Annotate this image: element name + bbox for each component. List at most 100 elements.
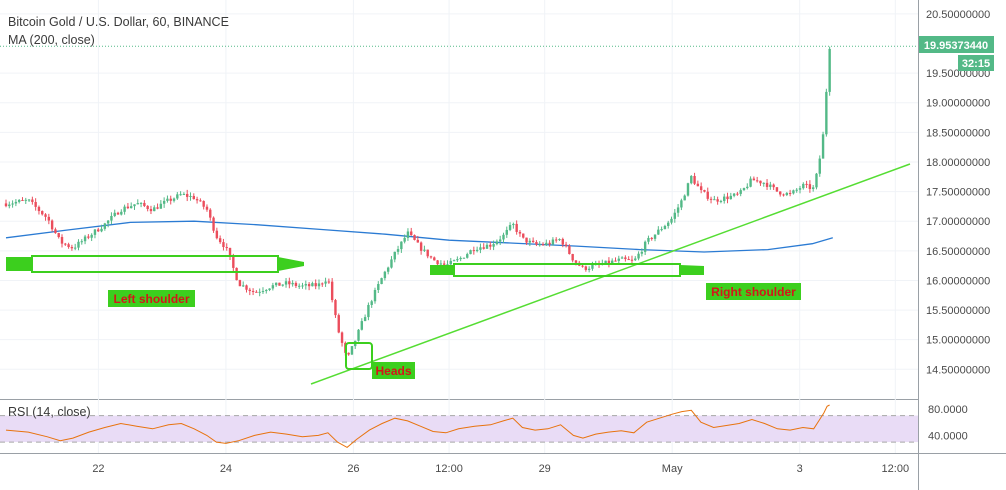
candle-body [709,198,713,200]
trend-line[interactable] [310,163,911,385]
candle-body [640,251,644,254]
price-tick-label: 18.00000000 [926,157,990,169]
candle-body [614,260,617,262]
candle-body [291,282,294,285]
price-tick-label: 20.50000000 [926,9,990,21]
candle-body [21,200,24,202]
time-tick-label: 29 [539,463,551,475]
rsi-tick-label: 40.0000 [928,430,968,442]
candle-body [413,235,416,240]
candle-body [788,192,792,194]
candle-body [189,195,192,197]
candle-body [70,247,74,249]
candle-body [383,271,387,279]
candle-body [248,289,252,291]
rsi-legend: RSI (14, close) [8,405,91,419]
candle-body [133,204,136,207]
candle-body [37,206,41,212]
price-tick-label: 16.00000000 [926,275,990,287]
candle-body [426,249,429,257]
candle-body [624,257,627,260]
candle-body [719,200,723,202]
candle-body [192,195,195,200]
candle-body [762,182,765,184]
candle-body [469,250,472,255]
time-tick-label: 12:00 [882,463,910,475]
candle-body [647,237,650,242]
candle-body [377,284,380,290]
candle-body [373,289,377,302]
candle-body [716,199,719,202]
candle-body [489,244,492,247]
candle-body [120,211,123,215]
candle-body [317,283,321,287]
candle-body [153,207,156,212]
candle-body [564,244,568,246]
candle-body [327,281,331,283]
time-axis[interactable]: 22 24 26 12:00 29 May 3 12:00 [92,463,909,475]
candle-body [93,229,97,235]
candle-body [251,290,255,292]
candle-body [607,260,611,264]
candle-body [627,259,630,261]
right-shoulder-zone[interactable] [430,263,704,277]
candle-body [584,266,588,270]
candle-body [769,184,772,187]
candle-body [228,247,232,257]
candle-body [479,247,482,250]
candle-body [278,282,281,286]
rsi-path [5,404,830,449]
price-tick-label: 16.50000000 [926,246,990,258]
candle-body [535,242,538,245]
heads-label: Heads [372,362,415,379]
candle-body [390,259,393,268]
candle-body [410,231,413,236]
time-tick-label: 3 [797,463,803,475]
candle-body [110,215,113,221]
candle-body [693,175,696,184]
candle-body [525,237,528,243]
ma-legend: MA (200, close) [8,33,95,47]
candle-body [805,183,808,185]
candle-body [726,196,729,200]
rsi-axis[interactable]: 40.0000 80.0000 [928,404,968,442]
candle-body [113,212,116,216]
candle-body [785,192,789,196]
candle-body [673,212,677,219]
candle-body [314,283,317,287]
candle-body [271,285,275,289]
candle-body [202,201,205,207]
candle-body [363,317,367,322]
left-shoulder-zone[interactable] [6,255,304,273]
candle-body [587,268,591,270]
price-tick-label: 17.50000000 [926,187,990,199]
candle-body [611,260,614,264]
candle-body [699,186,703,191]
candle-body [657,229,660,235]
candle-body [179,194,182,196]
candle-body [482,247,485,249]
candle-body [561,239,564,245]
price-tick-label: 19.00000000 [926,98,990,110]
candle-body [522,233,525,238]
price-axis[interactable]: 14.50000000 15.00000000 15.50000000 16.0000… [926,9,990,376]
candle-body [541,244,545,246]
candle-body [475,249,479,252]
candle-body [690,175,693,184]
candle-body [742,188,746,191]
candle-body [396,249,400,252]
candle-body [531,240,535,243]
candle-body [34,201,37,207]
candle-body [551,239,555,245]
candle-body [495,241,499,245]
candle-body [462,257,466,259]
candle-body [653,234,657,239]
candle-body [802,183,805,189]
rsi-tick-label: 80.0000 [928,404,968,416]
time-tick-label: 12:00 [435,463,463,475]
candle-body [126,206,130,209]
candle-body [24,199,27,201]
head-zone[interactable] [345,342,373,370]
candle-body [281,284,284,286]
price-tag-timer: 32:15 [962,58,990,70]
